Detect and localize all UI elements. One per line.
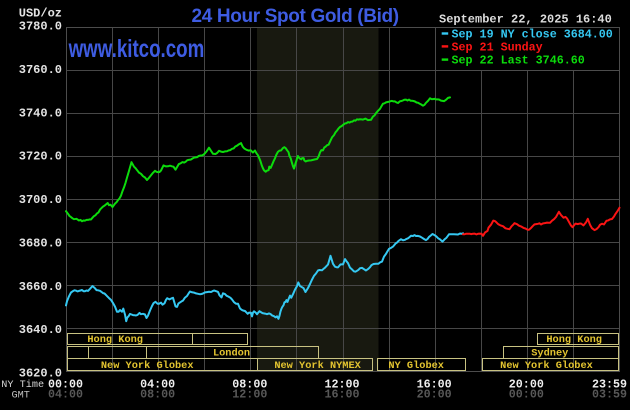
svg-text:www.kitco.com: www.kitco.com bbox=[68, 34, 205, 62]
svg-text:00:00: 00:00 bbox=[48, 377, 83, 391]
svg-text:New York Globex: New York Globex bbox=[101, 360, 194, 372]
svg-text:3740.0: 3740.0 bbox=[19, 106, 62, 120]
svg-text:Sep 22 Last 3746.60: Sep 22 Last 3746.60 bbox=[452, 53, 585, 67]
svg-text:16:00: 16:00 bbox=[417, 377, 452, 391]
svg-text:3760.0: 3760.0 bbox=[19, 63, 62, 77]
svg-text:3640.0: 3640.0 bbox=[19, 323, 62, 337]
svg-text:08:00: 08:00 bbox=[140, 388, 175, 402]
svg-text:Hong Kong: Hong Kong bbox=[546, 334, 602, 346]
svg-text:24 Hour Spot Gold (Bid): 24 Hour Spot Gold (Bid) bbox=[192, 6, 399, 27]
svg-text:12:00: 12:00 bbox=[324, 377, 359, 391]
svg-text:USD/oz: USD/oz bbox=[19, 7, 62, 21]
svg-text:3620.0: 3620.0 bbox=[19, 366, 62, 380]
svg-text:NY Globex: NY Globex bbox=[388, 360, 444, 372]
svg-text:3660.0: 3660.0 bbox=[19, 280, 62, 294]
svg-text:NY Time: NY Time bbox=[1, 379, 44, 391]
svg-text:16:00: 16:00 bbox=[324, 388, 359, 402]
svg-text:08:00: 08:00 bbox=[232, 377, 267, 391]
svg-text:23:59: 23:59 bbox=[592, 377, 627, 391]
svg-text:3700.0: 3700.0 bbox=[19, 193, 62, 207]
svg-text:Hong Kong: Hong Kong bbox=[87, 334, 143, 346]
svg-text:00:00: 00:00 bbox=[509, 388, 544, 402]
svg-text:September 22, 2025 16:40: September 22, 2025 16:40 bbox=[439, 13, 612, 27]
svg-text:New York Globex: New York Globex bbox=[500, 360, 593, 372]
svg-text:20:00: 20:00 bbox=[509, 377, 544, 391]
svg-text:GMT: GMT bbox=[12, 391, 30, 402]
svg-text:Sydney: Sydney bbox=[531, 348, 568, 360]
svg-text:04:00: 04:00 bbox=[140, 377, 175, 391]
svg-text:03:59: 03:59 bbox=[592, 388, 627, 402]
svg-text:12:00: 12:00 bbox=[232, 388, 267, 402]
svg-text:New York NYMEX: New York NYMEX bbox=[274, 360, 361, 372]
svg-text:London: London bbox=[213, 348, 250, 360]
svg-text:Sep 21 Sunday: Sep 21 Sunday bbox=[452, 40, 543, 54]
svg-text:Sep 19 NY close 3684.00: Sep 19 NY close 3684.00 bbox=[452, 27, 613, 41]
svg-text:3720.0: 3720.0 bbox=[19, 150, 62, 164]
svg-text:3780.0: 3780.0 bbox=[19, 20, 62, 34]
svg-text:04:00: 04:00 bbox=[48, 388, 83, 402]
svg-text:20:00: 20:00 bbox=[417, 388, 452, 402]
svg-text:3680.0: 3680.0 bbox=[19, 236, 62, 250]
